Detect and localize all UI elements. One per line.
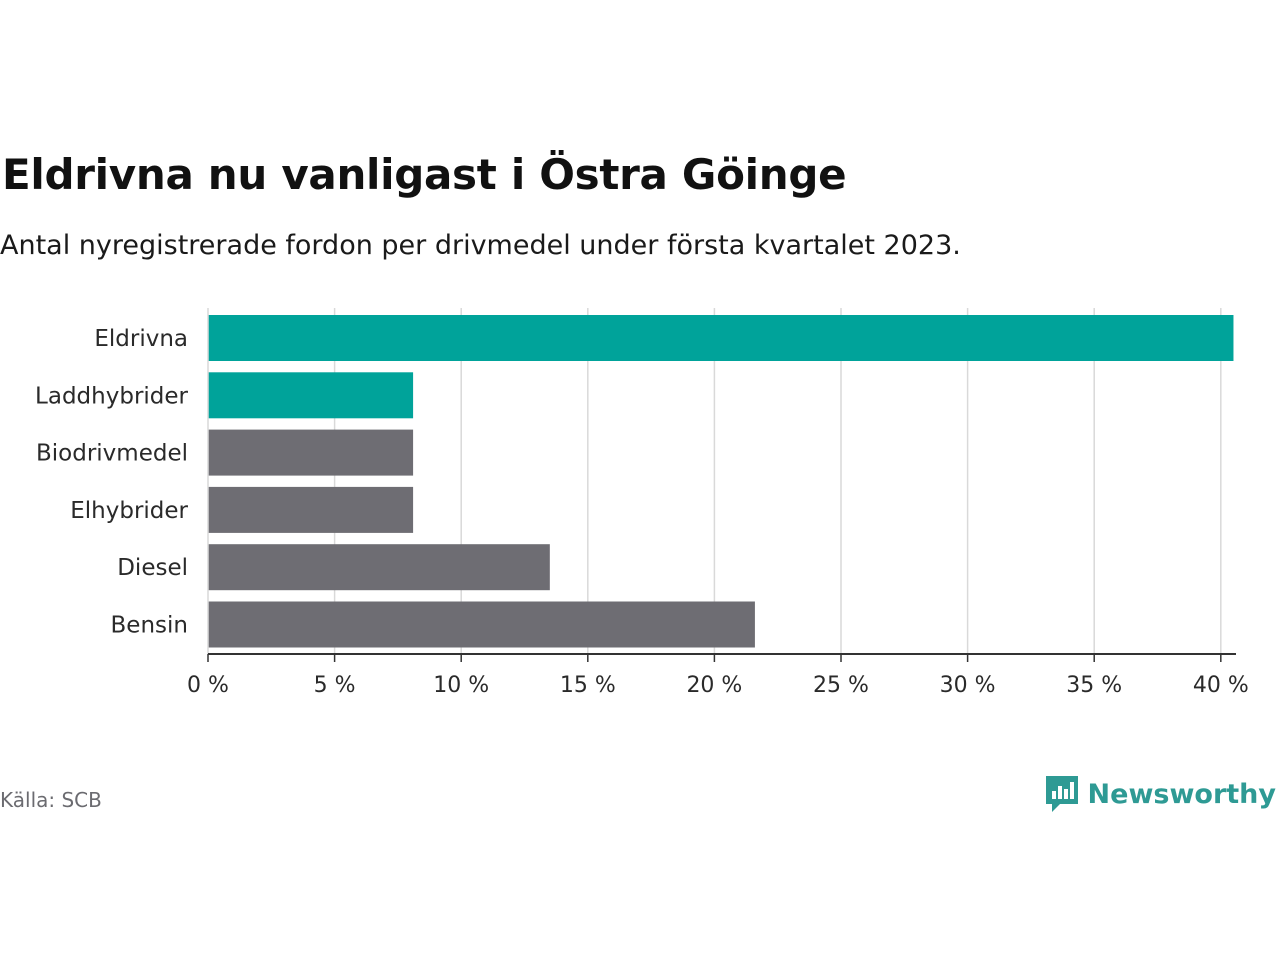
x-tick-label: 0 %: [187, 673, 229, 698]
bars: [208, 315, 1234, 648]
x-tick-label: 15 %: [560, 673, 616, 698]
bar-laddhybrider: [208, 372, 414, 419]
bar-elhybrider: [208, 486, 414, 533]
bar-eldrivna: [208, 315, 1234, 361]
x-tick-label: 30 %: [940, 673, 996, 698]
category-label: Bensin: [111, 613, 188, 639]
category-label: Biodrivmedel: [36, 441, 188, 467]
chart-subtitle: Antal nyregistrerade fordon per drivmede…: [0, 230, 961, 261]
x-tick-label: 40 %: [1193, 673, 1249, 698]
gridlines: [333, 308, 1222, 654]
x-tick-label: 10 %: [433, 673, 489, 698]
source-note: Källa: SCB: [0, 788, 102, 812]
newsworthy-logo-icon: [1045, 776, 1078, 812]
bar-diesel: [208, 544, 550, 591]
x-axis: 0 % 5 % 10 % 15 % 20 % 25 % 30 % 35 % 40 %: [187, 308, 1249, 698]
bar-bensin: [208, 601, 755, 648]
chart-title: Eldrivna nu vanligast i Östra Göinge: [2, 150, 847, 199]
brand-name: Newsworthy: [1087, 778, 1276, 810]
bar-biodrivmedel: [208, 429, 414, 476]
category-label: Laddhybrider: [35, 383, 188, 409]
x-tick-label: 5 %: [314, 673, 356, 698]
category-label: Diesel: [117, 555, 188, 581]
x-tick-label: 25 %: [813, 673, 869, 698]
bar-chart: Eldrivna Laddhybrider Biodrivmedel Elhybrid…: [35, 308, 1249, 698]
category-label: Eldrivna: [94, 326, 188, 352]
x-tick-label: 35 %: [1066, 673, 1122, 698]
category-labels: Eldrivna Laddhybrider Biodrivmedel Elhybrid…: [35, 326, 188, 639]
category-label: Elhybrider: [70, 498, 188, 524]
x-tick-label: 20 %: [686, 673, 742, 698]
newsworthy-logo: Newsworthy: [1044, 774, 1276, 814]
